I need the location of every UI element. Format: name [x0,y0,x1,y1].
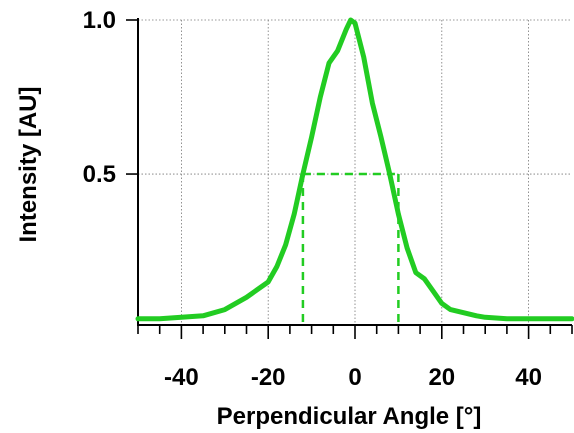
intensity-series-line [135,17,574,322]
x-tick-label: -40 [164,364,199,391]
x-tick-label: 0 [348,364,361,391]
y-tick-label: 0.5 [83,161,116,188]
y-axis-title: Intensity [AU] [15,87,42,243]
x-tick-label: -20 [251,364,286,391]
y-tick-label: 1.0 [83,7,116,34]
x-tick-label: 40 [515,364,542,391]
x-axis-title: Perpendicular Angle [°] [217,403,482,430]
x-tick-label: 20 [428,364,455,391]
